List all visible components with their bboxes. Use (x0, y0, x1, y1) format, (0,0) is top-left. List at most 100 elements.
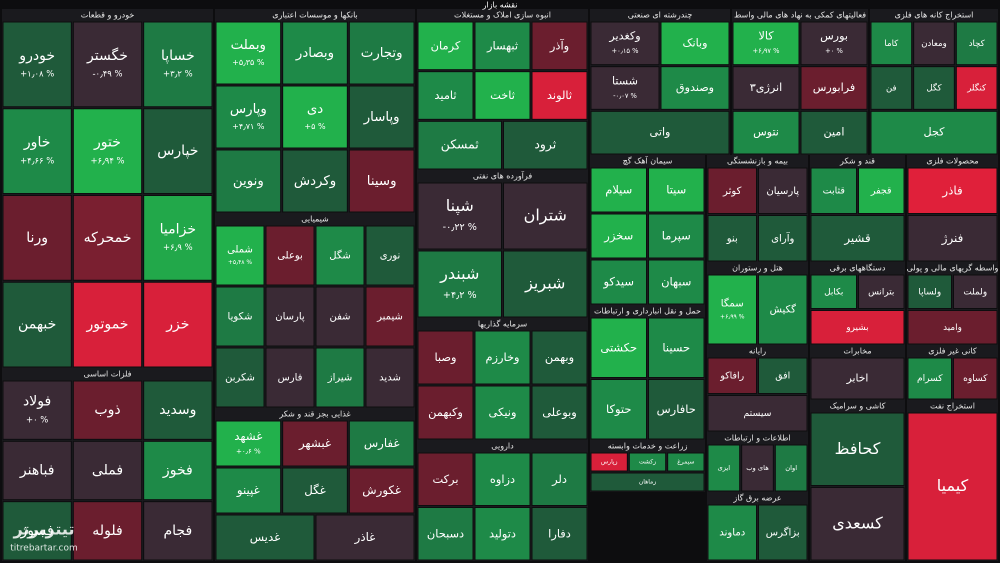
sector-name: مخابرات (843, 347, 871, 356)
treemap: خودرو و قطعات خودرو +۱٫۰۸ % خگستر -۰٫۴۹ % خسا… (2, 9, 999, 561)
stock-tile (215, 21, 282, 85)
sector-name: حمل و نقل انبارداری و ارتباطات (594, 307, 701, 316)
stock-name: خبهمن (18, 317, 56, 333)
stock-tile (707, 444, 741, 492)
stock-tile (870, 21, 913, 66)
stock-tile (215, 467, 282, 514)
stock-tile (474, 330, 531, 385)
stock-name: کسرام (917, 374, 943, 384)
stock-tile (531, 330, 588, 385)
watermark-site: titrebartar.com (10, 544, 78, 554)
stock-tile (648, 167, 705, 213)
stock-tile (265, 225, 315, 286)
sector-name: واسطه گریهای مالی و پولی (907, 263, 999, 273)
sector-name: خودرو و قطعات (81, 11, 135, 20)
stock-name: واتی (650, 126, 671, 139)
stock-tile (72, 21, 143, 108)
stock-name: سیلام (605, 183, 632, 197)
stock-name: وپارس (230, 102, 267, 117)
stock-name: امین (824, 126, 845, 140)
sector-name: شیمیایی (301, 215, 329, 224)
stock-tile (315, 347, 365, 408)
stock-tile (215, 85, 282, 149)
stock-name: وبهمن (545, 350, 574, 365)
stock-change: +۰ % (825, 47, 843, 55)
sector-name: فلزات اساسی (84, 370, 132, 379)
stock-change: +۰ % (26, 415, 48, 425)
stock-name: سخزر (603, 229, 633, 244)
stock-name: شفن (329, 312, 350, 323)
stock-change: +۰٫۶ % (236, 447, 261, 456)
stock-name: خمحرکه (84, 230, 132, 246)
stock-tile (531, 21, 588, 71)
stock-name: دفارا (548, 526, 571, 541)
stock-name: انرژی۳ (750, 81, 782, 94)
stock-name: فاذر (941, 183, 962, 198)
stock-tile (348, 21, 415, 85)
stock-tile (758, 167, 808, 214)
stock-tile (732, 21, 800, 66)
stock-tile (858, 167, 905, 214)
sector-name: استخراج نفت (930, 402, 975, 411)
stock-tile (660, 66, 730, 110)
sector-name: بانکها و موسسات اعتباری (272, 11, 358, 20)
stock-tile (417, 452, 474, 506)
stock-change: +۴٫۶۶ % (20, 155, 54, 165)
stock-tile (72, 501, 143, 561)
stock-name: پارسان (275, 312, 305, 323)
sector-name: سرمایه گذاریها (478, 319, 528, 329)
stock-tile (143, 380, 213, 440)
stock-tile (953, 357, 998, 400)
stock-change: +۵٫۴۸ % (228, 259, 253, 266)
stock-tile (648, 379, 705, 440)
stock-tile (955, 21, 998, 66)
sector-name: انبوه سازی املاک و مستغلات (454, 11, 551, 20)
stock-name: قشیر (843, 231, 870, 246)
stock-name: وکغدیر (608, 30, 640, 43)
stock-name: ختور (93, 135, 121, 151)
stock-name: غدیس (250, 530, 281, 545)
stock-tile (348, 467, 415, 514)
stock-name: پارسیان (766, 186, 799, 197)
stock-change: +۳٫۲ % (163, 69, 193, 79)
stock-name: کجل (924, 126, 946, 139)
stock-tile (810, 274, 857, 309)
stock-tile (474, 385, 531, 440)
stock-tile (72, 195, 143, 281)
stock-tile (417, 385, 474, 440)
stock-name: وسدید (159, 402, 196, 418)
stock-name: فولاد (23, 394, 51, 410)
stock-tile (215, 420, 282, 467)
stock-tile (907, 357, 952, 400)
stock-name: خساپا (161, 48, 195, 64)
stock-change: +۶٫۹۷ % (752, 47, 779, 55)
stock-name: خزر (165, 317, 189, 333)
stock-tile (741, 444, 774, 492)
stock-name: وکردش (294, 174, 336, 189)
stock-tile (648, 213, 705, 259)
stock-name: دی (307, 102, 323, 117)
stock-tile (215, 286, 265, 347)
stock-name: اوان (785, 464, 797, 472)
stock-tile (590, 452, 628, 472)
stock-tile (72, 281, 143, 368)
stock-tile (732, 66, 800, 110)
stock-name: ورنا (26, 230, 48, 246)
stock-name: فباهنر (19, 463, 55, 479)
stock-name: دسبحان (427, 526, 464, 540)
stock-tile (365, 225, 415, 286)
stock-change: +۴٫۷۱ % (232, 122, 265, 131)
stock-name: ولساپا (918, 287, 941, 297)
stock-name: شیراز (327, 373, 353, 384)
stock-name: سیستم (743, 408, 771, 419)
stock-tile (2, 195, 72, 281)
stock-name: وپاسار (363, 110, 400, 125)
stock-change: -۰٫۴۹ % (92, 69, 122, 79)
stock-name: وبوعلی (542, 405, 577, 420)
stock-tile (315, 225, 365, 286)
sector-name: کانی غیر فلزی (928, 347, 977, 356)
stock-tile (531, 71, 588, 120)
stock-name: کوثر (722, 186, 742, 197)
stock-tile (590, 259, 647, 305)
stock-name: دماوند (719, 528, 745, 539)
